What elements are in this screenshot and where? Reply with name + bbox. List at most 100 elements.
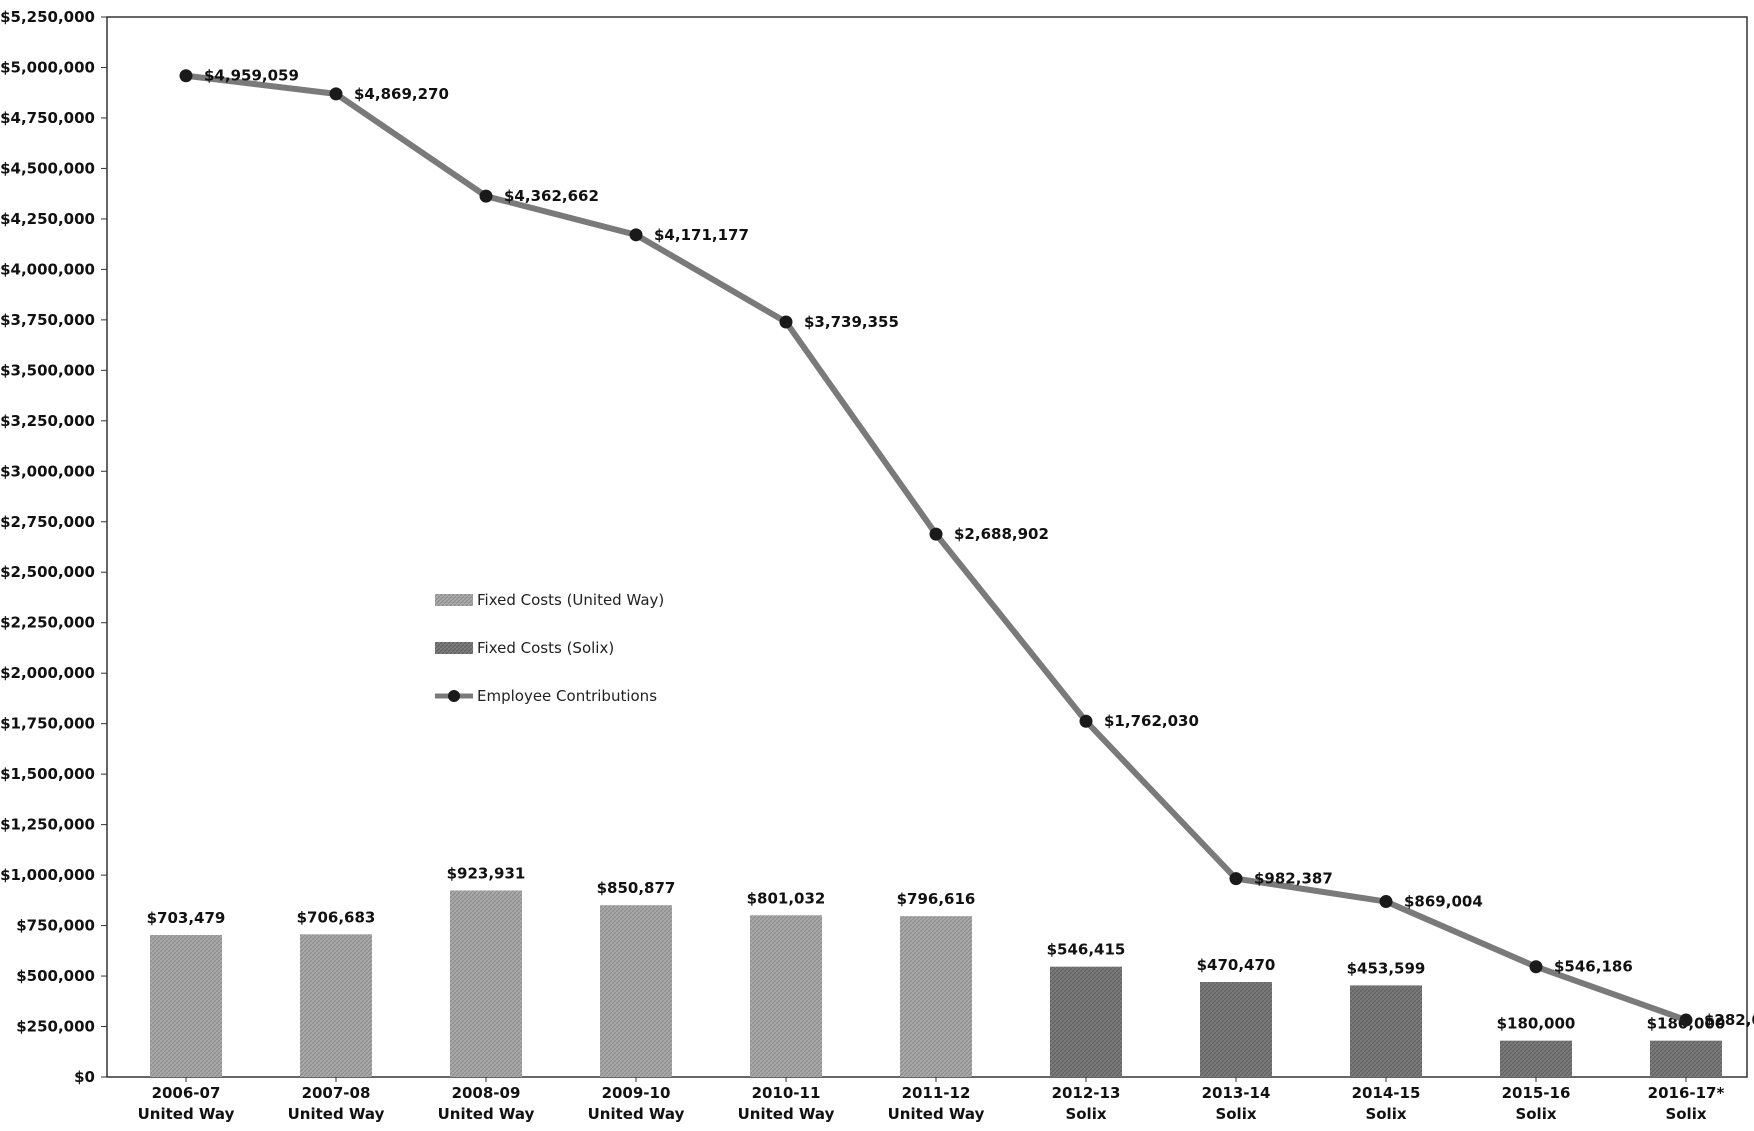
x-tick-label-year: 2006-07 (152, 1084, 221, 1102)
line-data-label: $4,869,270 (354, 85, 449, 103)
x-tick-label-year: 2012-13 (1052, 1084, 1121, 1102)
bar-data-label: $180,000 (1497, 1015, 1576, 1033)
y-tick-label: $3,500,000 (0, 361, 95, 379)
x-tick-label-provider: Solix (1065, 1105, 1106, 1123)
line-point (180, 69, 193, 82)
y-tick-label: $4,250,000 (0, 210, 95, 228)
x-tick-label-provider: United Way (438, 1105, 535, 1123)
x-tick-label-provider: Solix (1665, 1105, 1706, 1123)
bar-data-label: $850,877 (597, 879, 676, 897)
x-tick-label-year: 2009-10 (602, 1084, 671, 1102)
line-data-label: $4,171,177 (654, 226, 749, 244)
bar (1050, 967, 1122, 1077)
y-tick-label: $2,250,000 (0, 614, 95, 632)
line-point (1380, 895, 1393, 908)
y-tick-label: $250,000 (16, 1018, 95, 1036)
line-point (1530, 960, 1543, 973)
y-tick-label: $4,500,000 (0, 159, 95, 177)
bar-data-label: $453,599 (1347, 959, 1426, 977)
x-tick-label-year: 2010-11 (752, 1084, 821, 1102)
y-tick-label: $0 (74, 1068, 95, 1086)
x-tick-label-year: 2013-14 (1202, 1084, 1271, 1102)
bar (300, 934, 372, 1077)
line-series: $4,959,059 $4,869,270 $4,362,662 $4,171,177… (180, 67, 1754, 1029)
line-data-label: $982,387 (1254, 870, 1333, 888)
y-tick-label: $5,000,000 (0, 58, 95, 76)
y-tick-label: $2,500,000 (0, 563, 95, 581)
x-tick-label-year: 2008-09 (452, 1084, 521, 1102)
legend-label: Fixed Costs (United Way) (477, 591, 664, 609)
legend-label: Employee Contributions (477, 687, 657, 705)
bar-data-label: $703,479 (147, 909, 226, 927)
y-tick-label: $1,750,000 (0, 715, 95, 733)
line-point (480, 190, 493, 203)
bar-data-label: $546,415 (1047, 941, 1126, 959)
line-point (1680, 1014, 1693, 1027)
x-tick-label-year: 2014-15 (1352, 1084, 1421, 1102)
y-axis: $0 $250,000 $500,000 $750,000 $1,000,000 $1,2… (0, 8, 107, 1086)
y-tick-label: $750,000 (16, 917, 95, 935)
line-point (1080, 715, 1093, 728)
bars: $703,479 $706,683 $923,931 $850,877 $801,032… (147, 864, 1726, 1077)
y-tick-label: $4,750,000 (0, 109, 95, 127)
line-data-label: $546,186 (1554, 958, 1633, 976)
line-data-label: $4,959,059 (204, 67, 299, 85)
y-tick-label: $3,250,000 (0, 412, 95, 430)
y-tick-label: $2,750,000 (0, 513, 95, 531)
x-axis: 2006-07 United Way 2007-08 United Way 2008-0… (138, 1077, 1725, 1123)
legend-swatch (435, 594, 473, 606)
bar-data-label: $470,470 (1197, 956, 1276, 974)
x-tick-label-provider: Solix (1515, 1105, 1556, 1123)
y-tick-label: $1,250,000 (0, 816, 95, 834)
line-data-label: $2,688,902 (954, 525, 1049, 543)
bar-data-label: $706,683 (297, 908, 376, 926)
line-point (1230, 872, 1243, 885)
bar (900, 916, 972, 1077)
x-tick-label-provider: United Way (288, 1105, 385, 1123)
y-tick-label: $5,250,000 (0, 8, 95, 26)
x-tick-label-provider: United Way (138, 1105, 235, 1123)
x-tick-label-year: 2015-16 (1502, 1084, 1571, 1102)
line-data-label: $1,762,030 (1104, 712, 1199, 730)
bar (150, 935, 222, 1077)
y-tick-label: $500,000 (16, 967, 95, 985)
x-tick-label-provider: Solix (1365, 1105, 1406, 1123)
x-tick-label-provider: Solix (1215, 1105, 1256, 1123)
bar (1500, 1041, 1572, 1077)
y-tick-label: $4,000,000 (0, 260, 95, 278)
bar (1350, 985, 1422, 1077)
line-data-label: $3,739,355 (804, 313, 899, 331)
employee-contributions-line (186, 76, 1686, 1020)
x-tick-label-provider: United Way (738, 1105, 835, 1123)
y-tick-label: $2,000,000 (0, 664, 95, 682)
x-tick-label-provider: United Way (888, 1105, 985, 1123)
bar (1200, 982, 1272, 1077)
legend: Fixed Costs (United Way) Fixed Costs (Sol… (435, 591, 664, 705)
x-tick-label-year: 2007-08 (302, 1084, 371, 1102)
line-point (630, 228, 643, 241)
legend-swatch (435, 642, 473, 654)
line-point (780, 316, 793, 329)
bar (750, 915, 822, 1077)
bar (600, 905, 672, 1077)
x-tick-label-year: 2011-12 (902, 1084, 971, 1102)
line-point (930, 528, 943, 541)
legend-swatch-marker (448, 690, 460, 702)
x-tick-label-year: 2016-17* (1648, 1084, 1725, 1102)
bar (450, 890, 522, 1077)
line-data-label: $4,362,662 (504, 187, 599, 205)
bar (1650, 1041, 1722, 1077)
bar-data-label: $796,616 (897, 890, 976, 908)
line-data-label: $282,094 (1704, 1011, 1754, 1029)
x-tick-label-provider: United Way (588, 1105, 685, 1123)
line-point (330, 87, 343, 100)
legend-label: Fixed Costs (Solix) (477, 639, 614, 657)
line-data-label: $869,004 (1404, 893, 1483, 911)
y-tick-label: $1,500,000 (0, 765, 95, 783)
y-tick-label: $1,000,000 (0, 866, 95, 884)
bar-data-label: $801,032 (747, 889, 826, 907)
y-tick-label: $3,750,000 (0, 311, 95, 329)
bar-data-label: $923,931 (447, 864, 526, 882)
